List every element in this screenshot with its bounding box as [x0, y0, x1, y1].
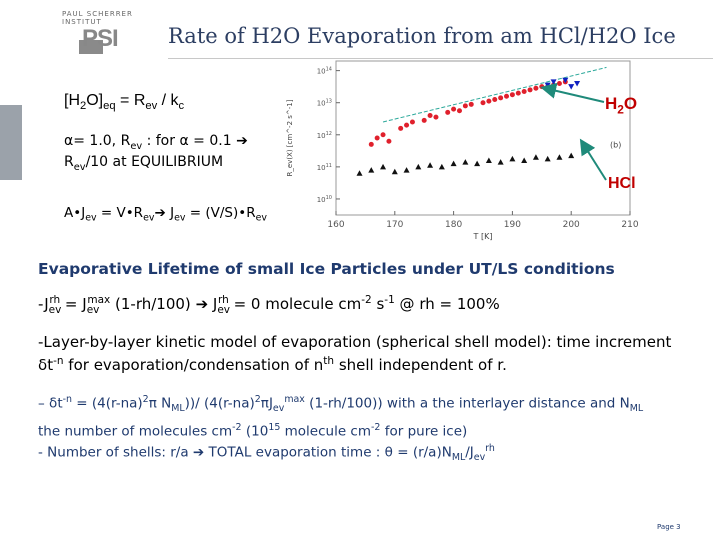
data-point	[509, 92, 515, 98]
data-point	[550, 79, 557, 85]
flux-rh-line: -Jevrh = Jevmax (1-rh/100) ➔ Jevrh = 0 m…	[38, 294, 500, 316]
y-tick-label: 1011	[317, 163, 332, 172]
data-point	[480, 100, 486, 106]
data-point	[568, 84, 575, 90]
data-point	[574, 80, 581, 87]
x-axis-label: T [K]	[473, 232, 493, 241]
evaporation-rate-chart: 160 170 180 190 200 210 1014 1013 1012 1011 1010 T …	[286, 60, 639, 241]
panel-label: (b)	[610, 141, 621, 150]
data-point	[450, 160, 457, 167]
institute-name: PAUL SCHERRER INSTITUT	[62, 10, 133, 26]
data-point	[380, 163, 387, 170]
data-point	[398, 125, 404, 131]
h2o-arrow	[540, 82, 605, 103]
y-tick-label: 1013	[317, 99, 332, 108]
data-point	[521, 157, 528, 163]
data-point	[492, 97, 498, 102]
logo-mark: PSI	[82, 25, 119, 52]
y-tick-label: 1010	[317, 195, 332, 204]
arrow-right-icon: ➔	[236, 133, 248, 149]
data-point	[521, 88, 527, 94]
x-tick-label: 180	[445, 220, 462, 230]
data-point	[515, 90, 521, 96]
page-number: Page 3	[657, 523, 681, 531]
data-point	[421, 117, 427, 123]
data-point	[427, 162, 434, 168]
plot-frame	[335, 60, 631, 216]
data-point	[368, 167, 375, 173]
data-point	[533, 85, 539, 91]
logo-block	[79, 40, 103, 54]
data-point	[562, 77, 569, 84]
shell-model-paragraph: -Layer-by-layer kinetic model of evapora…	[38, 333, 672, 374]
x-tick-label: 210	[621, 220, 638, 230]
arrow-right-icon: ➔	[154, 205, 166, 221]
data-point	[456, 108, 462, 114]
data-point	[468, 101, 474, 107]
data-point	[544, 155, 551, 162]
section-title: Evaporative Lifetime of small Ice Partic…	[38, 260, 615, 278]
data-point	[462, 103, 468, 109]
data-point	[509, 155, 516, 162]
data-point	[438, 163, 445, 170]
hcl-arrow	[579, 138, 607, 181]
data-point	[485, 157, 492, 163]
data-point	[504, 93, 510, 99]
y-tick-label: 1012	[317, 131, 332, 140]
alpha-line: α= 1.0, Rev : for α = 0.1 ➔	[64, 133, 248, 152]
x-tick-label: 190	[504, 220, 521, 230]
title-divider	[168, 58, 713, 59]
data-point	[368, 141, 374, 147]
data-point	[433, 114, 439, 120]
y-axis-label: R_ev(X) [cm^-2 s^-1]	[286, 99, 294, 176]
x-tick-label: 160	[327, 220, 344, 230]
data-point	[386, 138, 392, 144]
chart-axes: 160 170 180 190 200 210 1014 1013 1012 1011 1010 T …	[286, 60, 639, 241]
data-point	[427, 113, 433, 119]
data-point	[445, 109, 451, 115]
data-point	[409, 119, 415, 125]
flux-equation: A•Jev = V•Rev➔ Jev = (V/S)•Rev	[64, 205, 268, 224]
data-point	[391, 168, 398, 175]
arrow-right-icon: ➔	[192, 444, 205, 461]
data-point	[556, 154, 563, 160]
data-point	[451, 106, 457, 112]
data-point	[462, 159, 469, 165]
slide-title: Rate of H2O Evaporation from am HCl/H2O …	[168, 24, 676, 48]
x-tick-label: 170	[386, 220, 403, 230]
left-accent-bar	[0, 105, 22, 180]
data-point	[532, 154, 539, 160]
hcl-label: HCl	[608, 175, 636, 192]
data-point	[568, 152, 575, 159]
chart-marks	[356, 66, 607, 176]
time-increment-formula: – δt-n = (4(r-na)2π NML))/ (4(r-na)2πJev…	[38, 394, 644, 440]
data-point	[497, 159, 504, 165]
data-point	[415, 163, 422, 170]
data-point	[474, 160, 481, 167]
h2o-label: H2O	[605, 94, 638, 117]
data-point	[374, 135, 380, 141]
y-tick-label: 1014	[317, 67, 332, 76]
data-point	[403, 167, 410, 173]
arrow-right-icon: ➔	[195, 295, 209, 313]
data-point	[404, 122, 410, 128]
data-point	[498, 95, 504, 101]
equilibrium-line: Rev/10 at EQUILIBRIUM	[64, 154, 224, 173]
data-point	[527, 87, 533, 93]
data-point	[356, 170, 363, 176]
total-evaporation-time: - Number of shells: r/a ➔ TOTAL evaporat…	[38, 443, 495, 464]
label-arrows	[540, 82, 607, 181]
x-tick-label: 200	[563, 220, 580, 230]
reference-line	[382, 66, 607, 123]
data-point	[486, 98, 492, 104]
data-point	[380, 132, 386, 138]
data-point	[556, 80, 562, 86]
psi-logo: PAUL SCHERRER INSTITUT PSI	[62, 10, 157, 58]
equilibrium-equation: [H2O]eq = Rev / kc	[64, 92, 185, 113]
